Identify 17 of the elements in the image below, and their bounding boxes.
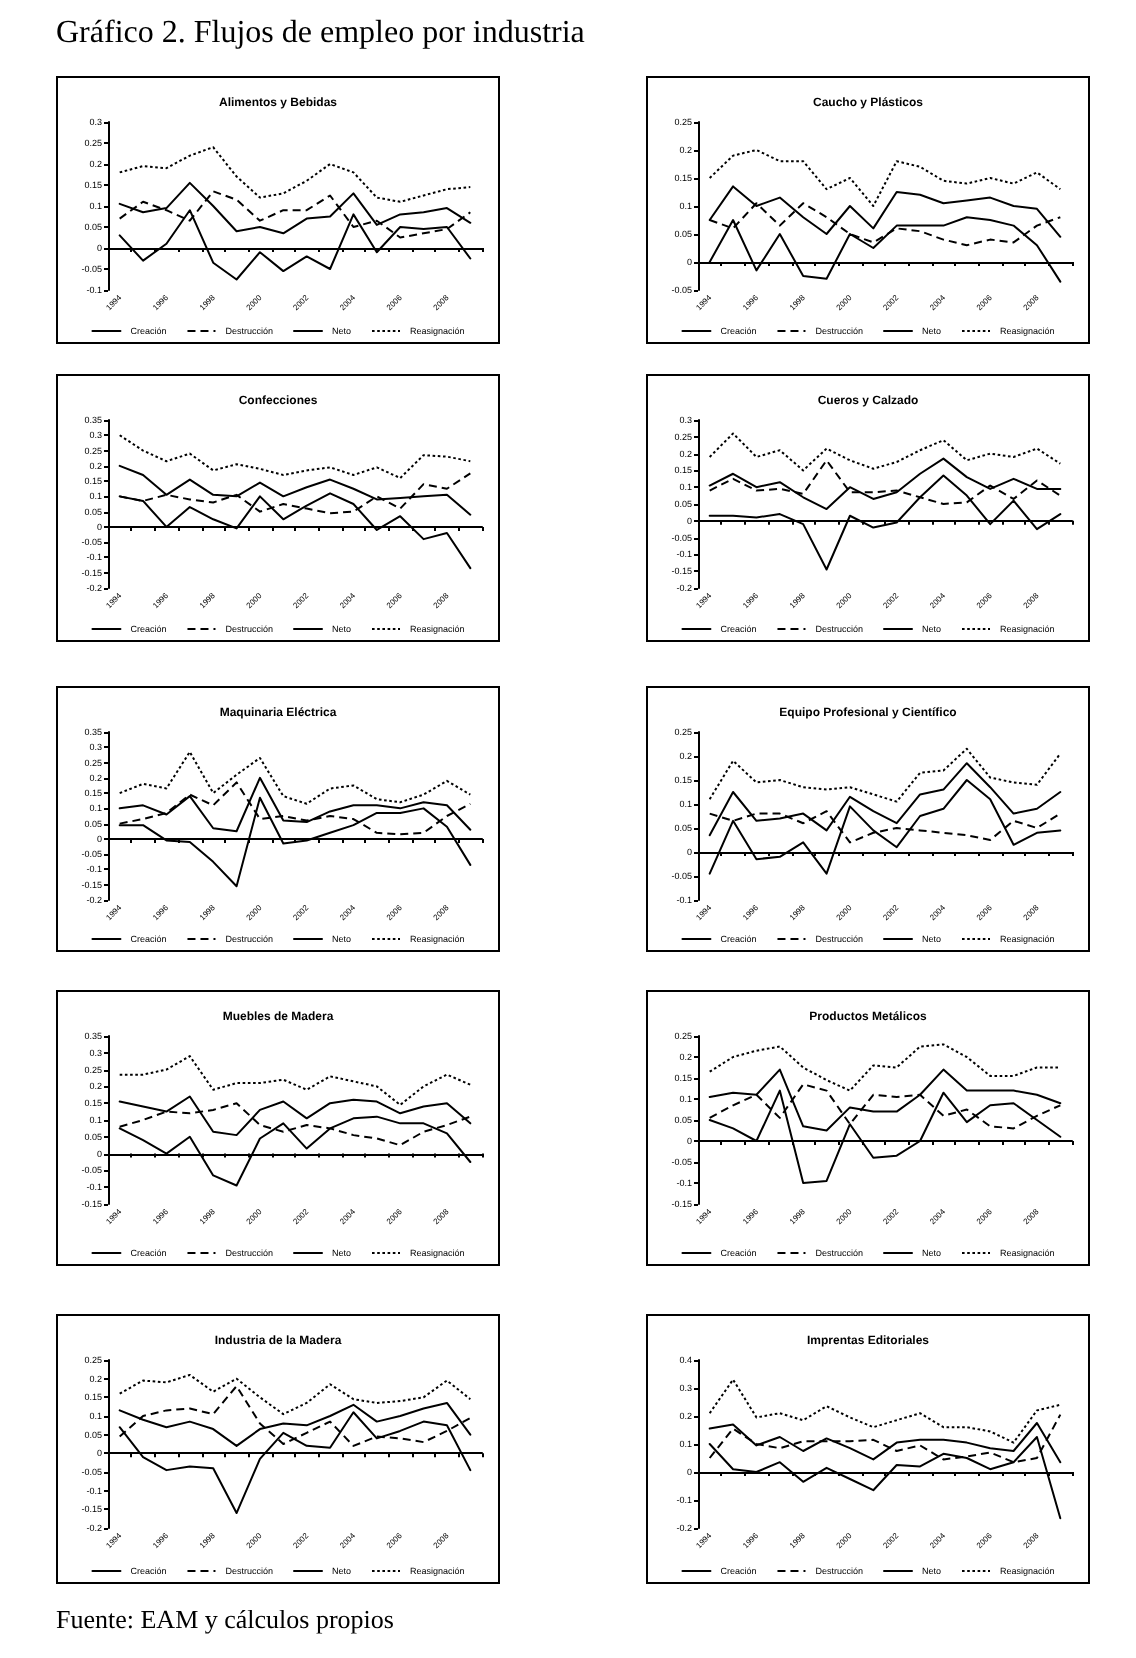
line-series (118, 181, 472, 235)
line-series (118, 750, 472, 805)
line-series (118, 434, 472, 480)
line-series (708, 432, 1062, 472)
text: Gráfico 2. Flujos de empleo por industria (56, 14, 585, 52)
line-series (708, 747, 1062, 803)
line-series (708, 1422, 1062, 1464)
line-series (708, 1378, 1062, 1444)
line-series (708, 1043, 1062, 1092)
line-series (118, 146, 472, 203)
line-series (118, 464, 472, 516)
line-series (708, 762, 1062, 837)
line-series (118, 1055, 472, 1106)
line-series (118, 1373, 472, 1416)
line-series (118, 1095, 472, 1137)
source-note: Fuente: EAM y cálculos propios (56, 1604, 394, 1636)
line-series (708, 149, 1062, 207)
